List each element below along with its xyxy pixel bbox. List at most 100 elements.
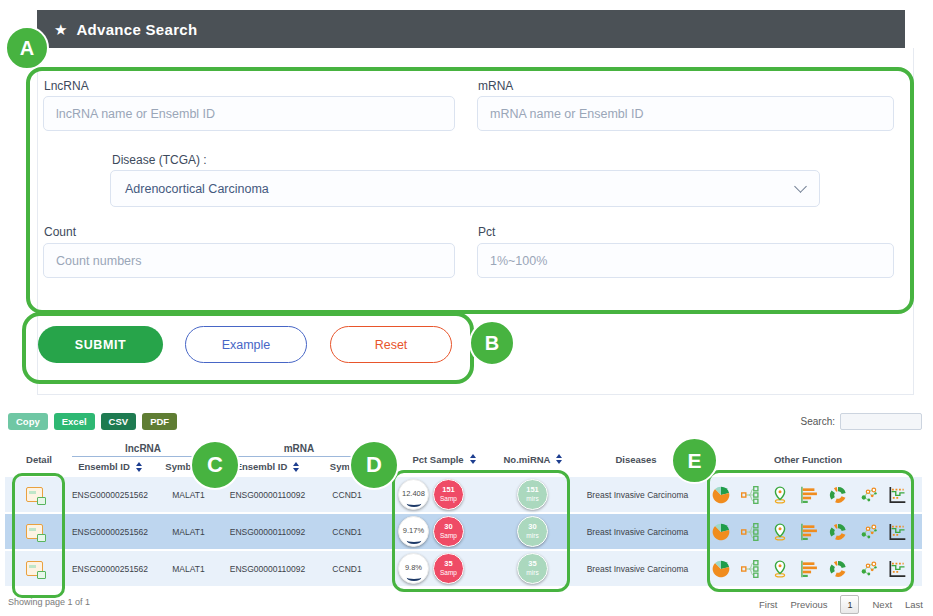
example-button[interactable]: Example xyxy=(185,326,307,363)
pct-sample-gauge: 9.8% xyxy=(398,553,429,584)
pct-sample-column-header: Pct Sample xyxy=(393,449,495,469)
location-pin-icon[interactable] xyxy=(770,485,790,505)
detail-cell xyxy=(9,551,59,586)
column-label: No.miRNA xyxy=(504,454,551,465)
disease-cell: Breast Invasive Carcinoma xyxy=(570,551,705,586)
sort-icon[interactable] xyxy=(470,454,476,464)
pie-chart-icon[interactable] xyxy=(711,559,731,579)
sort-icon[interactable] xyxy=(293,462,299,472)
disease-selected-value: Adrenocortical Carcinoma xyxy=(125,182,269,196)
pct-label: Pct xyxy=(478,225,495,239)
mirna-count: 35 xyxy=(528,560,536,569)
detail-icon[interactable] xyxy=(26,561,43,576)
showing-page-text: Showing page 1 of 1 xyxy=(8,597,90,607)
mrna-ensembl-cell: ENSG00000110092 xyxy=(215,514,320,549)
mirna-count-badge: 30 mirs xyxy=(517,516,548,547)
sample-count-badge: 151 Samp xyxy=(433,479,464,510)
annotation-badge-b: B xyxy=(469,320,515,366)
network-icon[interactable] xyxy=(858,522,878,542)
mrna-input[interactable] xyxy=(477,96,894,131)
annotation-badge-a: A xyxy=(5,26,49,70)
sort-icon[interactable] xyxy=(136,462,142,472)
mirna-count: 30 xyxy=(528,523,536,532)
sample-unit: Samp xyxy=(440,495,457,502)
hierarchy-tree-icon[interactable] xyxy=(740,559,760,579)
mirna-count: 151 xyxy=(526,486,539,495)
mrna-ensembl-cell: ENSG00000110092 xyxy=(215,551,320,586)
sort-icon[interactable] xyxy=(556,454,562,464)
pdf-button[interactable]: PDF xyxy=(142,413,177,430)
survival-plot-icon[interactable] xyxy=(887,485,907,505)
location-pin-icon[interactable] xyxy=(770,559,790,579)
lncrna-ensembl-cell: ENSG00000251562 xyxy=(60,551,160,586)
lncrna-symbol-cell: MALAT1 xyxy=(157,551,220,586)
annotation-badge-d: D xyxy=(349,440,399,490)
bar-chart-icon[interactable] xyxy=(799,559,819,579)
donut-chart-icon[interactable] xyxy=(828,559,848,579)
mirna-count-badge: 35 mirs xyxy=(517,553,548,584)
pct-value: 9.8% xyxy=(405,564,422,573)
lncrna-ensembl-cell: ENSG00000251562 xyxy=(60,477,160,512)
pagination-previous[interactable]: Previous xyxy=(791,599,828,610)
location-pin-icon[interactable] xyxy=(770,522,790,542)
lncrna-symbol-cell: MALAT1 xyxy=(157,514,220,549)
survival-plot-icon[interactable] xyxy=(887,522,907,542)
no-mirna-column-header: No.miRNA xyxy=(492,449,574,469)
detail-cell xyxy=(9,514,59,549)
bar-chart-icon[interactable] xyxy=(799,485,819,505)
mirna-unit: mirs xyxy=(526,495,538,502)
page-header: ★ Advance Search xyxy=(37,10,905,48)
mirna-count-badge: 151 mirs xyxy=(517,479,548,510)
pagination: First Previous 1 Next Last xyxy=(759,595,923,614)
other-function-cell xyxy=(711,551,907,586)
column-label: Ensembl ID xyxy=(78,461,130,472)
chevron-down-icon xyxy=(794,180,807,193)
submit-button[interactable]: SUBMIT xyxy=(38,326,163,363)
pagination-first[interactable]: First xyxy=(759,599,777,610)
lncrna-ensembl-cell: ENSG00000251562 xyxy=(60,514,160,549)
donut-chart-icon[interactable] xyxy=(828,485,848,505)
pagination-next[interactable]: Next xyxy=(872,599,892,610)
detail-icon[interactable] xyxy=(26,487,43,502)
pie-chart-icon[interactable] xyxy=(711,522,731,542)
network-icon[interactable] xyxy=(858,485,878,505)
sample-count-badge: 35 Samp xyxy=(433,553,464,584)
lncrna-input[interactable] xyxy=(43,96,455,131)
advance-search-page: ★ Advance Search LncRNA mRNA Disease (TC… xyxy=(0,0,933,616)
pie-chart-icon[interactable] xyxy=(711,485,731,505)
pagination-last[interactable]: Last xyxy=(905,599,923,610)
hierarchy-tree-icon[interactable] xyxy=(740,522,760,542)
mrna-label: mRNA xyxy=(478,79,513,93)
annotation-badge-e: E xyxy=(671,437,718,484)
pct-input[interactable] xyxy=(477,243,894,278)
hierarchy-tree-icon[interactable] xyxy=(740,485,760,505)
other-function-cell xyxy=(711,514,907,549)
detail-icon[interactable] xyxy=(26,524,43,539)
column-label: Pct Sample xyxy=(412,454,463,465)
sample-unit: Samp xyxy=(440,532,457,539)
search-label: Search: xyxy=(801,416,835,427)
reset-button[interactable]: Reset xyxy=(330,326,452,363)
sample-count: 30 xyxy=(444,523,452,532)
page-title: Advance Search xyxy=(76,21,197,38)
network-icon[interactable] xyxy=(858,559,878,579)
bar-chart-icon[interactable] xyxy=(799,522,819,542)
disease-select[interactable]: Adrenocortical Carcinoma xyxy=(110,170,820,207)
csv-button[interactable]: CSV xyxy=(101,413,137,430)
mirna-unit: mirs xyxy=(526,532,538,539)
excel-button[interactable]: Excel xyxy=(54,413,95,430)
pct-sample-gauge: 9.17% xyxy=(398,516,429,547)
count-input[interactable] xyxy=(43,243,455,278)
survival-plot-icon[interactable] xyxy=(887,559,907,579)
column-label: Ensembl ID xyxy=(236,461,288,472)
pagination-current-page[interactable]: 1 xyxy=(840,595,859,614)
sample-unit: Samp xyxy=(440,569,457,576)
mirna-unit: mirs xyxy=(526,569,538,576)
sample-count-badge: 30 Samp xyxy=(433,516,464,547)
copy-button[interactable]: Copy xyxy=(8,413,48,430)
sample-count: 151 xyxy=(442,486,455,495)
lncrna-label: LncRNA xyxy=(44,79,89,93)
search-input[interactable] xyxy=(840,413,922,430)
table-row: ENSG00000251562 MALAT1 ENSG00000110092 C… xyxy=(5,477,922,512)
donut-chart-icon[interactable] xyxy=(828,522,848,542)
